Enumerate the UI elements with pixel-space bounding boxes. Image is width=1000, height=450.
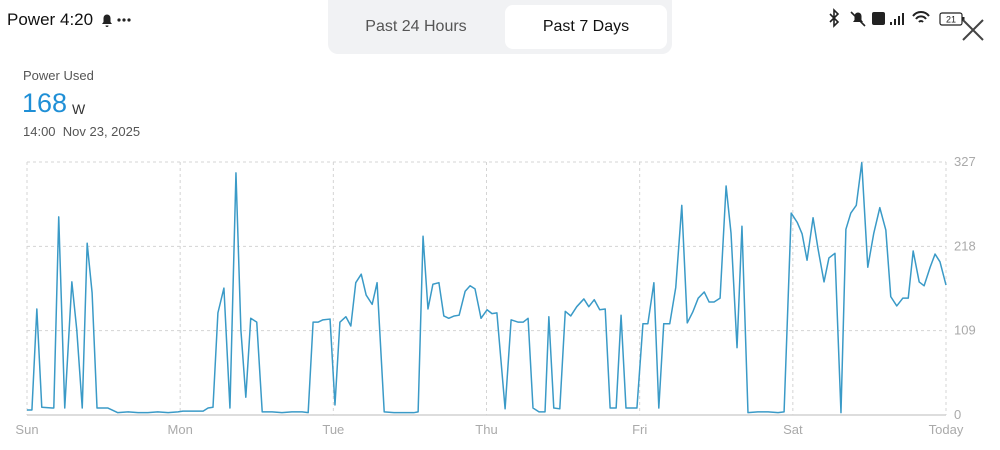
summary-label: Power Used	[23, 68, 94, 83]
tab[interactable]: Past 24 Hours	[365, 18, 467, 35]
summary-value: 168	[22, 88, 68, 118]
x-tick-label: Sun	[15, 422, 38, 437]
y-tick-label: 327	[954, 154, 976, 169]
y-tick-label: 109	[954, 323, 976, 338]
status-icons-left	[102, 14, 131, 27]
battery-level: 21	[946, 15, 956, 25]
summary-unit: W	[72, 101, 86, 117]
x-tick-label: Today	[929, 422, 964, 437]
y-tick-label: 218	[954, 238, 976, 253]
status-icons-right: 21	[829, 8, 984, 41]
app-title: Power	[7, 10, 56, 29]
x-tick-label: Fri	[632, 422, 647, 437]
x-tick-label: Mon	[168, 422, 193, 437]
summary-timestamp: 14:00 Nov 23, 2025	[23, 124, 141, 139]
x-tick-label: Thu	[475, 422, 497, 437]
y-tick-label: 0	[954, 407, 961, 422]
x-tick-label: Sat	[783, 422, 803, 437]
tab-selected[interactable]: Past 7 Days	[505, 5, 667, 49]
tab-bar: Past 24 Hours Past 7 Days	[328, 0, 672, 54]
status-time: 4:20	[58, 10, 94, 30]
data-line	[27, 162, 947, 414]
x-tick-label: Tue	[322, 422, 344, 437]
